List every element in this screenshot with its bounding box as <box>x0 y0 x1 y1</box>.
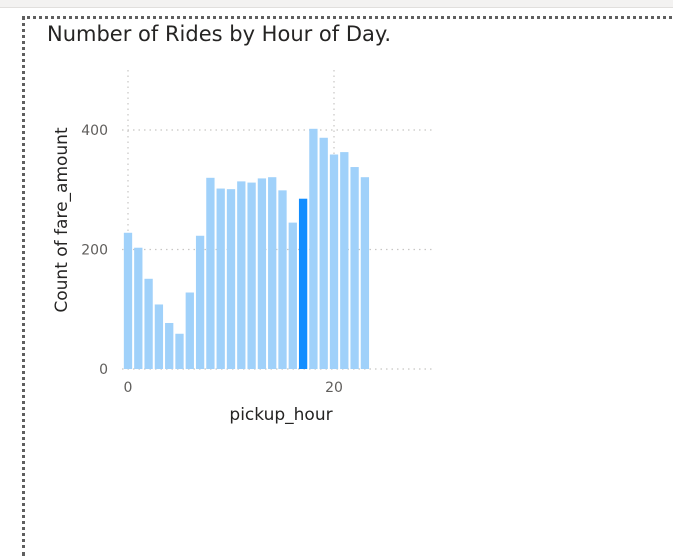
bar[interactable] <box>340 152 349 369</box>
x-axis-title: pickup_hour <box>229 405 332 425</box>
bar[interactable] <box>226 189 236 369</box>
y-tick-label: 400 <box>81 123 108 139</box>
bar-chart[interactable]: 0 200 400 0 20 Count of fare_amount pickup_… <box>0 0 673 526</box>
bar-highlighted[interactable] <box>298 198 308 369</box>
bar[interactable] <box>216 188 225 369</box>
bar[interactable] <box>247 182 256 369</box>
bar[interactable] <box>206 177 215 369</box>
top-strip <box>0 0 673 8</box>
bar[interactable] <box>175 333 184 369</box>
bar[interactable] <box>195 235 205 369</box>
x-tick-labels: 0 20 <box>124 380 343 396</box>
bar[interactable] <box>185 292 194 369</box>
bar[interactable] <box>329 154 339 370</box>
bar[interactable] <box>350 167 359 369</box>
visual-frame[interactable] <box>22 16 673 556</box>
bar[interactable] <box>154 304 164 369</box>
x-tick-label: 0 <box>124 380 133 396</box>
chart-title: Number of Rides by Hour of Day. <box>47 22 391 46</box>
bar[interactable] <box>309 128 318 369</box>
bar[interactable] <box>257 178 267 369</box>
bar[interactable] <box>360 177 370 369</box>
y-tick-labels: 0 200 400 <box>81 123 108 378</box>
y-tick-label: 0 <box>99 362 108 378</box>
bar[interactable] <box>319 137 328 369</box>
bar[interactable] <box>268 177 277 369</box>
bar[interactable] <box>165 322 174 369</box>
y-tick-label: 200 <box>81 243 108 259</box>
bar[interactable] <box>123 232 133 369</box>
bar[interactable] <box>278 190 287 369</box>
bar[interactable] <box>288 222 297 369</box>
y-axis-title: Count of fare_amount <box>52 127 72 313</box>
bar[interactable] <box>144 278 153 369</box>
x-tick-label: 20 <box>325 380 343 396</box>
bar[interactable] <box>237 181 246 369</box>
bar[interactable] <box>134 247 143 369</box>
bars <box>123 128 370 370</box>
